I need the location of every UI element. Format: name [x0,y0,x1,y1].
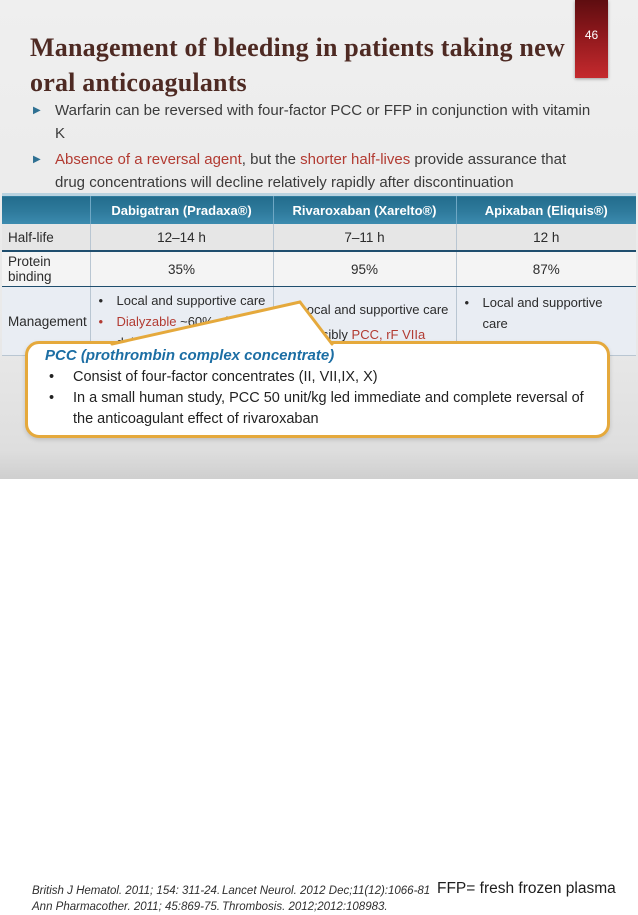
ffp-abbreviation: FFP= fresh frozen plasma [437,880,616,897]
page-number: 46 [584,28,599,42]
row-label: Half-life [2,224,90,252]
header-apixaban: Apixaban (Eliquis®) [455,193,636,224]
list-item-text: Local and supportive care [299,301,449,317]
reference: British J Hematol. 2011; 154: 311-24. [32,885,221,897]
list-item-text: Local and supportive care [482,295,603,331]
callout-bullet: • Consist of four-factor concentrates (II… [45,367,593,388]
protein-binding-apixaban: 87% [455,251,636,287]
header-rivaroxaban: Rivaroxaban (Xarelto®) [272,193,456,224]
callout-bullet-text: Consist of four-factor concentrates (II,… [73,369,378,385]
dot-bullet-icon: • [98,314,104,329]
bullet-text: Absence of a reversal agent, but the sho… [55,148,593,194]
row-label: Protein binding [2,251,90,287]
references-left: British J Hematol. 2011; 154: 311-24. An… [32,883,220,915]
callout-title: PCC (prothrombin complex concentrate) [45,347,335,364]
callout-content: PCC (prothrombin complex concentrate) • C… [45,347,593,430]
header-empty-cell [2,193,90,224]
half-life-apixaban: 12 h [455,224,636,252]
text-segment: provide assurance that drug concentratio… [55,151,567,191]
highlight-red: Absence of a reversal agent [55,151,242,168]
bullet-item-warfarin: ▶ Warfarin can be reversed with four-fac… [33,99,593,145]
list-item: • Local and supportive care [99,290,267,311]
bullet-list: ▶ Warfarin can be reversed with four-fac… [33,99,593,197]
callout-tail [110,300,334,350]
highlight-red: shorter half-lives [300,151,411,168]
header-dabigatran: Dabigatran (Pradaxa®) [89,193,273,224]
reference: Lancet Neurol. 2012 Dec;11(12):1066-81 [222,885,431,897]
table-header-row: Dabigatran (Pradaxa®) Rivaroxaban (Xarel… [2,193,636,224]
highlight-red: Dialyzable [116,314,177,329]
dot-bullet-icon: • [464,295,470,310]
dot-bullet-icon: • [49,369,55,385]
triangle-bullet-icon: ▶ [33,105,41,116]
highlight-red: PCC, rF VIIa [351,326,426,342]
protein-binding-dabigatran: 35% [89,251,273,287]
slide-title: Management of bleeding in patients takin… [30,33,565,98]
reference: Thrombosis. 2012;2012:108983. [222,901,388,913]
list-item-text: Local and supportive care [116,293,266,308]
list-item: • Local and supportive care [465,292,631,334]
table-row-protein-binding: Protein binding 35% 95% 87% [2,251,636,287]
footer: British J Hematol. 2011; 154: 311-24. An… [0,439,638,913]
pcc-callout-box [25,341,610,438]
page-number-tab: 46 [575,0,608,78]
bullet-item-reversal: ▶ Absence of a reversal agent, but the s… [33,148,593,194]
half-life-dabigatran: 12–14 h [89,224,273,252]
bullet-text: Warfarin can be reversed with four-facto… [55,102,591,142]
callout-bullet: • In a small human study, PCC 50 unit/kg … [45,388,593,430]
text-segment: , but the [241,151,301,168]
dot-bullet-icon: • [98,293,104,308]
reference: Ann Pharmacother. 2011; 45:869-75. [32,901,220,913]
callout-bullet-text: In a small human study, PCC 50 unit/kg l… [73,390,584,427]
table-row-half-life: Half-life 12–14 h 7–11 h 12 h [2,224,636,252]
dot-bullet-icon: • [49,390,55,406]
protein-binding-rivaroxaban: 95% [272,251,456,287]
half-life-rivaroxaban: 7–11 h [272,224,456,252]
references-middle: Lancet Neurol. 2012 Dec;11(12):1066-81 T… [222,883,430,915]
triangle-bullet-icon: ▶ [33,154,41,165]
